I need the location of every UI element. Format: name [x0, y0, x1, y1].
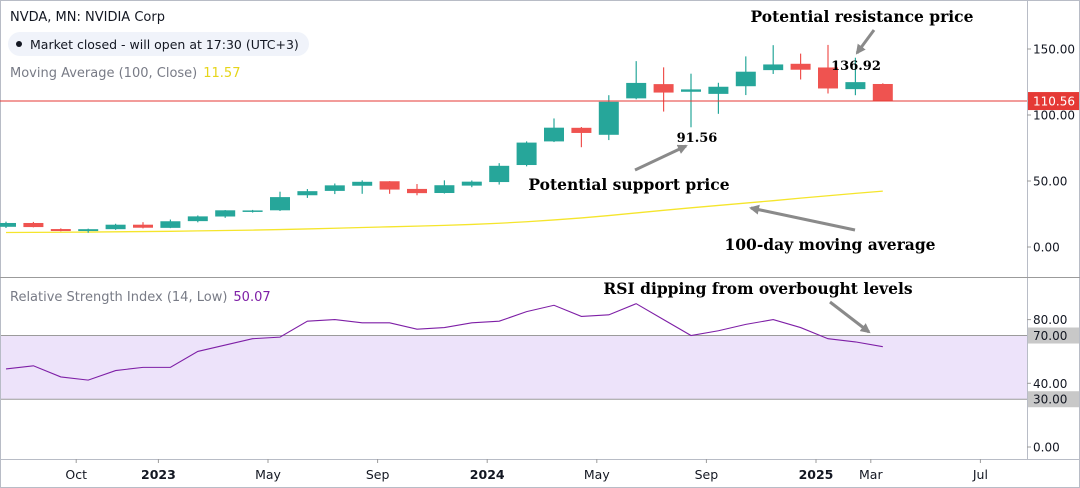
- status-dot-icon: [16, 41, 22, 47]
- candle-body: [681, 89, 701, 92]
- time-tick-label: Mar: [859, 467, 883, 482]
- price-tick-label: 50.00: [1033, 175, 1067, 189]
- candle-body: [242, 210, 263, 212]
- candle-body: [872, 83, 893, 102]
- rsi-legend-value: 50.07: [233, 290, 271, 305]
- rsi-line: [5, 303, 883, 381]
- resistance-arrow: [855, 29, 876, 55]
- candle-body: [544, 127, 564, 142]
- candle-body: [379, 181, 400, 190]
- candle-body: [571, 127, 592, 133]
- candle-body: [763, 64, 784, 71]
- candle-body: [215, 210, 236, 217]
- ma-legend[interactable]: Moving Average (100, Close) 11.57: [10, 66, 240, 81]
- candle-body: [653, 84, 674, 93]
- candle-body: [598, 101, 619, 135]
- candle-body: [297, 191, 318, 196]
- support-arrow: [634, 144, 688, 172]
- time-tick-label: May: [584, 467, 610, 482]
- rsi-annotation: RSI dipping from overbought levels: [603, 279, 912, 298]
- candle-body: [0, 222, 16, 227]
- rsi-overbought-tag-label: 70.00: [1033, 329, 1067, 343]
- candle-body: [790, 63, 811, 70]
- time-tick-label: Oct: [65, 467, 87, 482]
- rsi-legend-label: Relative Strength Index (14, Low): [10, 290, 228, 305]
- current-price-tag: [1028, 92, 1079, 111]
- time-tick-label: Sep: [695, 467, 719, 482]
- candle-body: [434, 185, 455, 194]
- candle-body: [516, 142, 537, 166]
- candle-body: [78, 229, 99, 232]
- candle-body: [489, 165, 510, 183]
- time-tick-label: 2025: [799, 467, 834, 482]
- candle-body: [324, 185, 345, 191]
- market-status-text: Market closed - will open at 17:30 (UTC+…: [30, 36, 299, 52]
- candle-body: [187, 216, 208, 222]
- candle-body: [818, 67, 838, 89]
- candle-body: [708, 86, 729, 94]
- rsi-overbought-tag: [1028, 327, 1079, 344]
- candle-body: [23, 222, 44, 228]
- rsi-arrow: [829, 300, 871, 334]
- rsi-tick-label: 80.00: [1033, 313, 1067, 327]
- ma-legend-value: 11.57: [203, 66, 241, 81]
- candle-body: [845, 82, 866, 90]
- support-value-label: 91.56: [677, 131, 718, 146]
- candle-body: [407, 188, 427, 194]
- rsi-tick-label: 0.00: [1033, 441, 1060, 455]
- time-tick-label: 2023: [141, 467, 176, 482]
- symbol-title: NVDA, MN: NVIDIA Corp: [10, 10, 165, 25]
- resistance-value-label: 136.92: [831, 59, 881, 74]
- ma-line: [5, 190, 883, 234]
- rsi-legend[interactable]: Relative Strength Index (14, Low) 50.07: [10, 290, 271, 305]
- ma-annotation: 100-day moving average: [724, 235, 935, 254]
- candle-body: [105, 224, 126, 230]
- time-tick-label: Sep: [366, 467, 390, 482]
- candle-body: [270, 197, 290, 211]
- rsi-oversold-tag-label: 30.00: [1033, 393, 1067, 407]
- candle-body: [50, 229, 71, 232]
- rsi-tick-label: 40.00: [1033, 377, 1067, 391]
- rsi-oversold-tag: [1028, 391, 1079, 408]
- ma-arrow: [749, 204, 856, 232]
- candle-body: [133, 224, 153, 228]
- market-status-pill[interactable]: Market closed - will open at 17:30 (UTC+…: [8, 32, 309, 56]
- support-annotation: Potential support price: [528, 175, 729, 194]
- candle-body: [626, 82, 647, 99]
- time-tick-label: May: [255, 467, 281, 482]
- ma-legend-label: Moving Average (100, Close): [10, 66, 198, 81]
- candle-body: [461, 181, 482, 186]
- candle-body: [735, 71, 756, 87]
- price-tick-label: 150.00: [1033, 43, 1075, 57]
- price-tick-label: 100.00: [1033, 109, 1075, 123]
- time-tick-label: Jul: [972, 467, 988, 482]
- candle-body: [160, 221, 181, 228]
- time-tick-label: 2024: [470, 467, 505, 482]
- current-price-label: 110.56: [1033, 95, 1075, 109]
- price-tick-label: 0.00: [1033, 241, 1060, 255]
- candle-body: [352, 181, 373, 186]
- resistance-annotation: Potential resistance price: [751, 7, 974, 26]
